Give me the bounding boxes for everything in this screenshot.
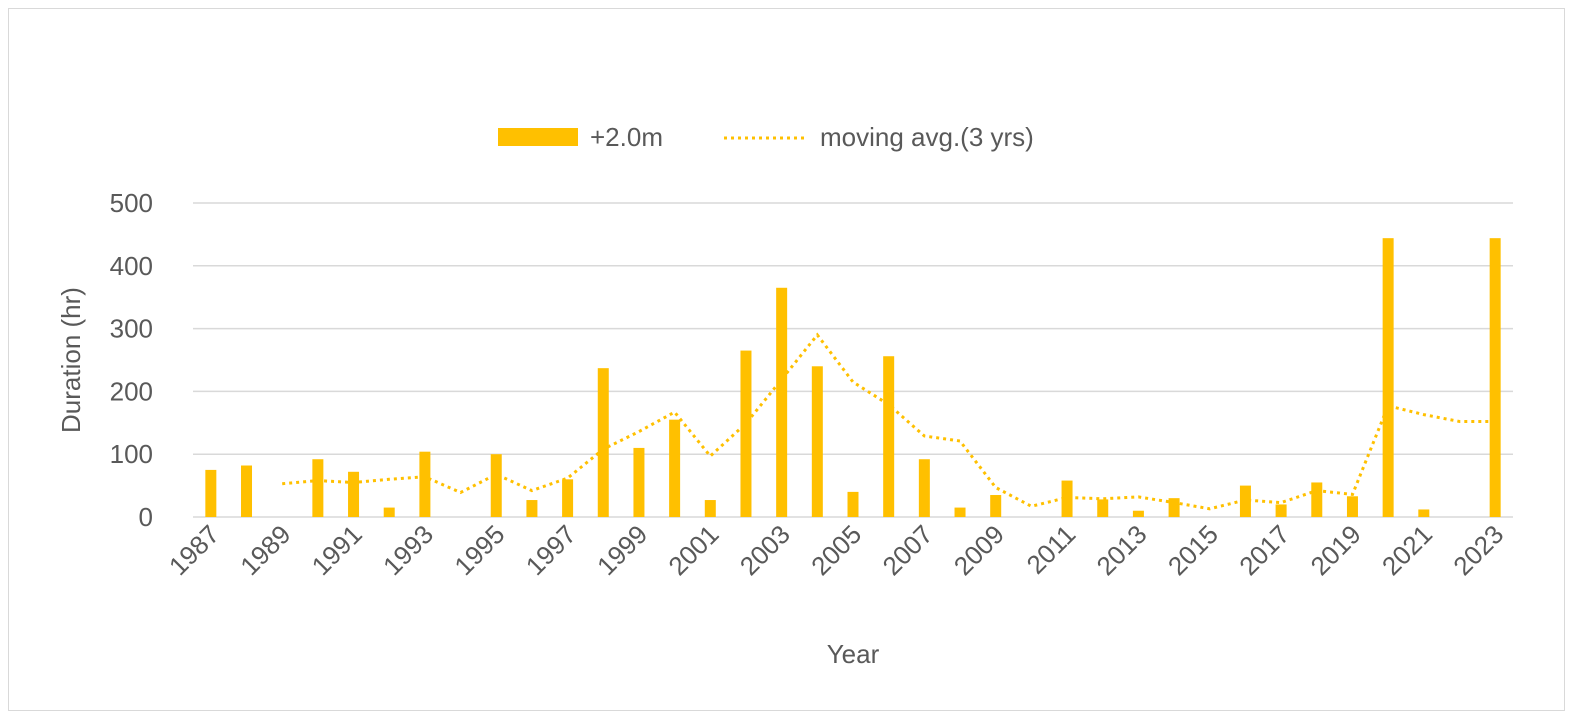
x-tick-label: 2013 <box>1091 519 1153 581</box>
bar-1997 <box>562 479 574 517</box>
bar-1987 <box>205 469 217 517</box>
bar-2011 <box>1061 480 1073 517</box>
bar-2006 <box>883 356 895 517</box>
x-axis-title: Year <box>827 639 880 669</box>
gridlines <box>193 202 1513 518</box>
bar-2001 <box>704 500 716 517</box>
x-tick-label: 1993 <box>377 519 439 581</box>
bar-1996 <box>526 500 538 517</box>
x-tick-label: 2009 <box>948 519 1010 581</box>
y-tick-label: 400 <box>110 251 153 281</box>
bar-2007 <box>918 459 930 517</box>
bar-1991 <box>348 471 360 517</box>
bar-2023 <box>1489 238 1501 517</box>
bar-2014 <box>1168 498 1180 517</box>
y-tick-label: 500 <box>110 188 153 218</box>
bar-series <box>205 238 1501 517</box>
x-tick-label: 2023 <box>1447 519 1509 581</box>
bar-2017 <box>1275 504 1287 517</box>
bar-2012 <box>1097 499 1109 517</box>
bar-2002 <box>740 350 752 517</box>
legend-swatch-bars <box>498 128 578 146</box>
legend-label-line: moving avg.(3 yrs) <box>820 122 1034 152</box>
bar-2009 <box>990 495 1002 517</box>
y-tick-label: 200 <box>110 376 153 406</box>
y-tick-label: 0 <box>139 502 153 532</box>
x-tick-label: 2005 <box>805 519 867 581</box>
bar-1995 <box>490 454 502 517</box>
bar-2008 <box>954 507 966 517</box>
bar-2005 <box>847 491 859 517</box>
legend: +2.0m moving avg.(3 yrs) <box>498 122 1034 152</box>
x-tick-label: 1989 <box>234 519 296 581</box>
x-tick-label: 2001 <box>662 519 724 581</box>
bar-1998 <box>597 368 609 517</box>
x-axis-ticks: 1987 1989 1991 1993 1995 1997 1999 2001 2003 2005… <box>163 519 1509 581</box>
x-tick-label: 1991 <box>306 519 368 581</box>
x-tick-label: 2003 <box>734 519 796 581</box>
bar-2013 <box>1132 510 1144 517</box>
bar-2019 <box>1346 496 1358 517</box>
x-tick-label: 2017 <box>1233 519 1295 581</box>
y-tick-label: 100 <box>110 439 153 469</box>
bar-2020 <box>1382 238 1394 517</box>
x-tick-label: 1997 <box>520 519 582 581</box>
legend-label-bars: +2.0m <box>590 122 663 152</box>
x-tick-label: 1987 <box>163 519 225 581</box>
bar-1990 <box>312 459 324 517</box>
bar-2018 <box>1311 482 1323 517</box>
bar-2004 <box>811 366 823 517</box>
y-axis-ticks: 0 100 200 300 400 500 <box>110 188 153 532</box>
bar-1993 <box>419 451 431 517</box>
x-tick-label: 1995 <box>448 519 510 581</box>
bar-1988 <box>241 465 253 517</box>
bar-1999 <box>633 447 645 517</box>
bar-2000 <box>669 419 681 517</box>
x-tick-label: 2007 <box>876 519 938 581</box>
x-tick-label: 2019 <box>1305 519 1367 581</box>
y-tick-label: 300 <box>110 314 153 344</box>
bar-1992 <box>383 507 395 517</box>
bar-2016 <box>1239 485 1251 517</box>
y-axis-title: Duration (hr) <box>56 287 86 433</box>
bar-2021 <box>1418 509 1430 517</box>
x-tick-label: 2015 <box>1162 519 1224 581</box>
bar-2003 <box>776 287 788 517</box>
x-tick-label: 2021 <box>1376 519 1438 581</box>
x-tick-label: 1999 <box>591 519 653 581</box>
x-tick-label: 2011 <box>1021 519 1082 580</box>
